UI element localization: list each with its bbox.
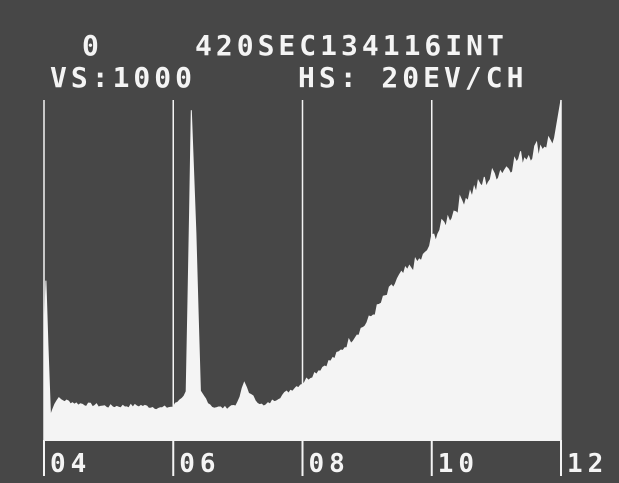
x-tick-label-08: 08	[309, 449, 350, 479]
spectrum-series	[43, 99, 562, 419]
x-tick-label-10: 10	[438, 449, 479, 479]
horizontal-scale-readout: HS: 20EV/CH	[298, 61, 528, 94]
x-tick-label-04: 04	[50, 449, 91, 479]
x-tick-label-12: 12	[567, 449, 608, 479]
vertical-scale-readout: VS:1000	[50, 61, 197, 94]
livetime-readout: 420SEC134116INT	[195, 29, 508, 62]
baseline-band	[44, 418, 561, 440]
counts-readout: 0	[82, 29, 103, 62]
x-tick-label-06: 06	[179, 449, 220, 479]
